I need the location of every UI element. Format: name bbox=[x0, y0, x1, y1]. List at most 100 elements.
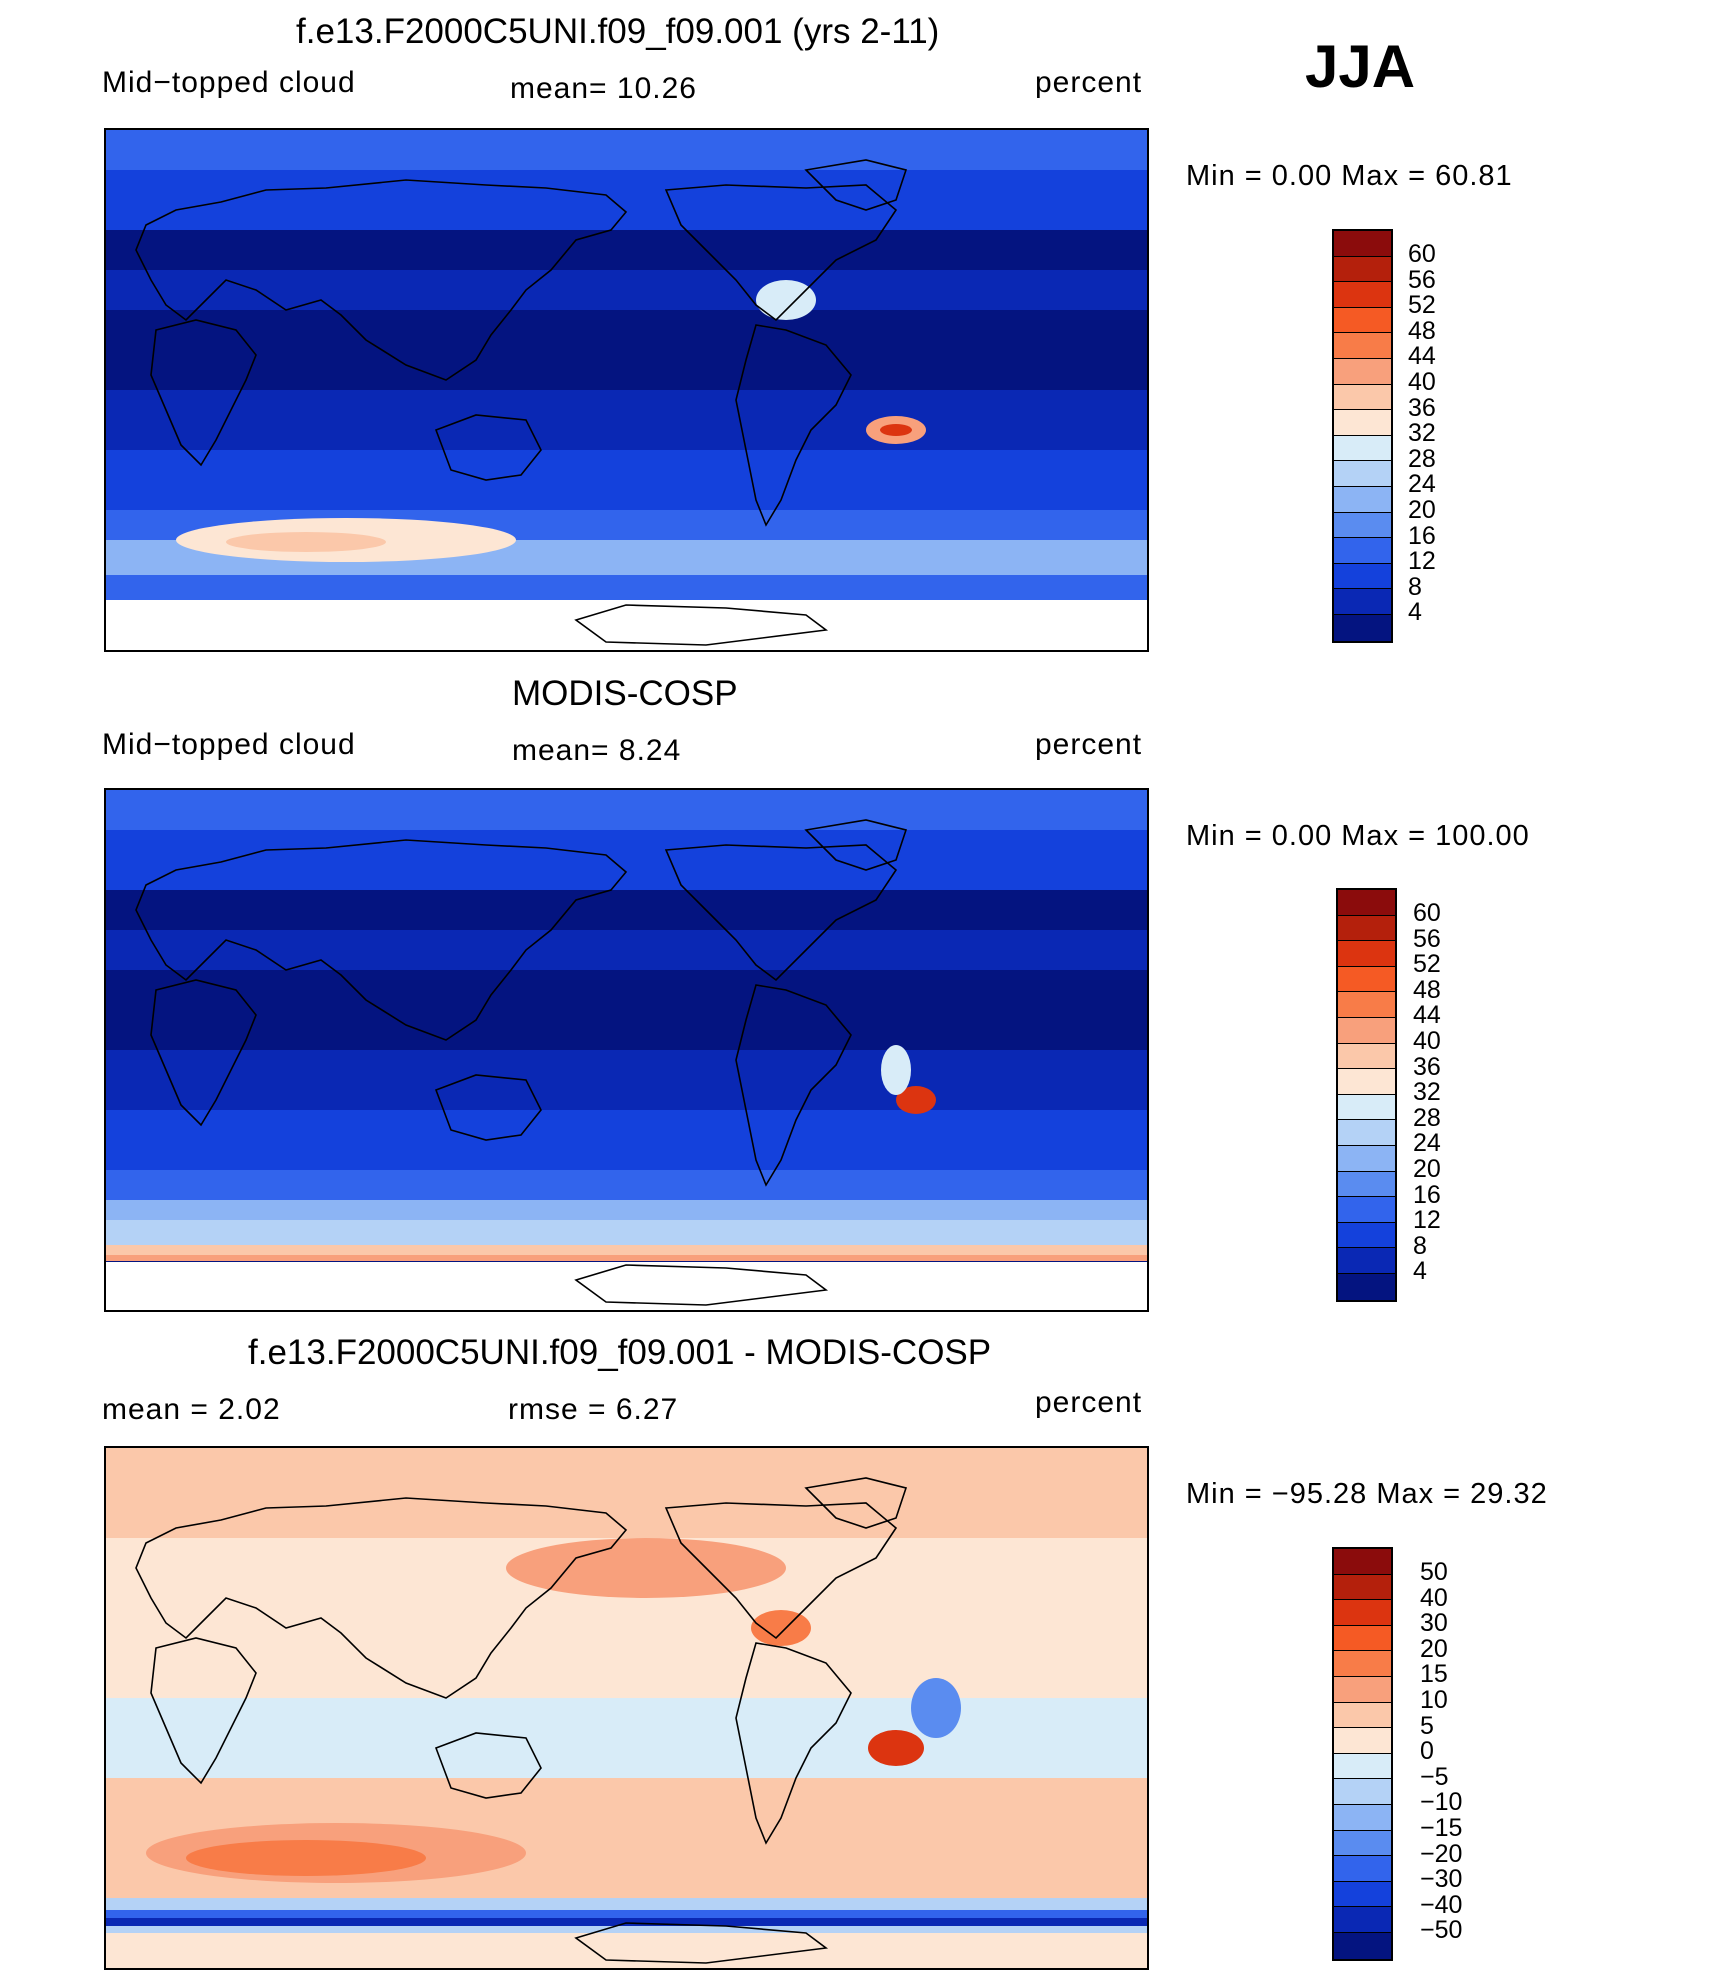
panel-2-minmax: Min = 0.00 Max = 100.00 bbox=[1186, 820, 1530, 852]
colorbar-swatch bbox=[1334, 1549, 1391, 1575]
colorbar-swatch bbox=[1334, 589, 1391, 615]
colorbar-swatch bbox=[1338, 1248, 1395, 1274]
colorbar-tick-label: 52 bbox=[1408, 291, 1436, 320]
panel-1-colorbar bbox=[1332, 229, 1393, 643]
colorbar-tick-label: −20 bbox=[1420, 1839, 1463, 1868]
colorbar-tick-label: 60 bbox=[1408, 240, 1436, 268]
colorbar-swatch bbox=[1334, 1600, 1391, 1626]
colorbar-swatch bbox=[1338, 1069, 1395, 1095]
colorbar-swatch bbox=[1338, 1171, 1395, 1198]
colorbar-tick-label: 40 bbox=[1420, 1583, 1448, 1612]
colorbar-tick-label: 10 bbox=[1420, 1685, 1448, 1714]
panel-2-colorbar bbox=[1336, 888, 1397, 1302]
colorbar-swatch bbox=[1338, 1222, 1395, 1249]
panel-1-colorbar-labels: 60 56 52 48 44 40 36 32 28 24 20 16 12 8 4 bbox=[1408, 240, 1436, 627]
colorbar-tick-label: −30 bbox=[1420, 1865, 1463, 1894]
colorbar-swatch bbox=[1334, 614, 1391, 641]
colorbar-swatch bbox=[1338, 890, 1395, 916]
colorbar-swatch bbox=[1338, 1017, 1395, 1044]
panel-2-units-label: percent bbox=[1035, 728, 1143, 761]
colorbar-swatch bbox=[1334, 1881, 1391, 1908]
colorbar-tick-label: 16 bbox=[1413, 1180, 1441, 1209]
colorbar-swatch bbox=[1338, 992, 1395, 1018]
colorbar-tick-label: 15 bbox=[1420, 1660, 1448, 1689]
colorbar-swatch bbox=[1338, 1043, 1395, 1070]
colorbar-tick-label: 44 bbox=[1408, 342, 1436, 371]
panel-3-rmse-label: rmse = 6.27 bbox=[508, 1393, 679, 1426]
colorbar-tick-label: 56 bbox=[1413, 924, 1441, 953]
panel-3-colorbar-labels: 50 40 30 20 15 10 5 0 −5 −10 −15 −20 −30 −40 −50 bbox=[1420, 1558, 1463, 1945]
colorbar-swatch bbox=[1334, 231, 1391, 257]
colorbar-tick-label: 4 bbox=[1408, 598, 1422, 627]
colorbar-swatch bbox=[1334, 1856, 1391, 1882]
colorbar-swatch bbox=[1334, 1625, 1391, 1652]
panel-2-mean-label: mean= 8.24 bbox=[512, 734, 682, 767]
colorbar-tick-label: 20 bbox=[1408, 495, 1436, 524]
colorbar-tick-label: 50 bbox=[1420, 1558, 1448, 1586]
colorbar-swatch bbox=[1334, 1651, 1391, 1677]
colorbar-tick-label: −50 bbox=[1420, 1916, 1463, 1945]
colorbar-swatch bbox=[1338, 915, 1395, 942]
colorbar-tick-label: 16 bbox=[1408, 521, 1436, 550]
colorbar-tick-label: 56 bbox=[1408, 265, 1436, 294]
colorbar-tick-label: 24 bbox=[1408, 470, 1436, 499]
colorbar-swatch bbox=[1334, 358, 1391, 385]
panel-2-title: MODIS-COSP bbox=[512, 674, 738, 713]
colorbar-tick-label: −15 bbox=[1420, 1813, 1463, 1842]
colorbar-swatch bbox=[1338, 1273, 1395, 1300]
panel-1-mean-label: mean= 10.26 bbox=[510, 72, 697, 105]
colorbar-swatch bbox=[1338, 1094, 1395, 1121]
colorbar-tick-label: 28 bbox=[1413, 1103, 1441, 1132]
colorbar-swatch bbox=[1334, 1753, 1391, 1780]
panel-1-variable-label: Mid−topped cloud bbox=[102, 66, 356, 99]
colorbar-swatch bbox=[1338, 1120, 1395, 1146]
colorbar-tick-label: 48 bbox=[1413, 975, 1441, 1004]
colorbar-tick-label: 32 bbox=[1413, 1078, 1441, 1107]
panel-2-variable-label: Mid−topped cloud bbox=[102, 728, 356, 761]
colorbar-tick-label: 32 bbox=[1408, 419, 1436, 448]
colorbar-swatch bbox=[1334, 1804, 1391, 1831]
colorbar-tick-label: 36 bbox=[1408, 393, 1436, 422]
panel-3-colorbar bbox=[1332, 1547, 1393, 1961]
colorbar-tick-label: 20 bbox=[1420, 1634, 1448, 1663]
colorbar-tick-label: 44 bbox=[1413, 1001, 1441, 1030]
colorbar-swatch bbox=[1338, 1145, 1395, 1172]
colorbar-tick-label: −40 bbox=[1420, 1890, 1463, 1919]
colorbar-tick-label: 4 bbox=[1413, 1257, 1427, 1286]
colorbar-swatch bbox=[1334, 1574, 1391, 1601]
colorbar-tick-label: 52 bbox=[1413, 950, 1441, 979]
colorbar-tick-label: 30 bbox=[1420, 1609, 1448, 1638]
colorbar-tick-label: 28 bbox=[1408, 444, 1436, 473]
panel-3-units-label: percent bbox=[1035, 1386, 1143, 1419]
panel-3-minmax: Min = −95.28 Max = 29.32 bbox=[1186, 1478, 1548, 1510]
colorbar-swatch bbox=[1334, 307, 1391, 334]
colorbar-tick-label: 8 bbox=[1413, 1231, 1427, 1260]
colorbar-swatch bbox=[1334, 1676, 1391, 1703]
colorbar-swatch bbox=[1334, 384, 1391, 411]
colorbar-swatch bbox=[1334, 1932, 1391, 1959]
colorbar-swatch bbox=[1334, 512, 1391, 539]
colorbar-tick-label: 12 bbox=[1408, 547, 1436, 576]
colorbar-swatch bbox=[1338, 941, 1395, 967]
colorbar-tick-label: 48 bbox=[1408, 316, 1436, 345]
colorbar-swatch bbox=[1334, 538, 1391, 564]
colorbar-tick-label: 8 bbox=[1408, 572, 1422, 601]
panel-3-map bbox=[104, 1446, 1149, 1970]
colorbar-tick-label: 60 bbox=[1413, 899, 1441, 927]
panel-1-map bbox=[104, 128, 1149, 652]
colorbar-swatch bbox=[1334, 282, 1391, 308]
colorbar-swatch bbox=[1338, 1197, 1395, 1223]
colorbar-swatch bbox=[1334, 563, 1391, 590]
colorbar-swatch bbox=[1334, 486, 1391, 513]
colorbar-swatch bbox=[1334, 1728, 1391, 1754]
colorbar-swatch bbox=[1334, 410, 1391, 436]
colorbar-tick-label: 5 bbox=[1420, 1711, 1434, 1740]
colorbar-tick-label: 12 bbox=[1413, 1206, 1441, 1235]
season-label: JJA bbox=[1305, 33, 1416, 100]
colorbar-swatch bbox=[1334, 1830, 1391, 1857]
colorbar-swatch bbox=[1334, 1907, 1391, 1933]
colorbar-tick-label: 0 bbox=[1420, 1737, 1434, 1766]
colorbar-swatch bbox=[1334, 461, 1391, 487]
panel-2-colorbar-labels: 60 56 52 48 44 40 36 32 28 24 20 16 12 8 4 bbox=[1413, 899, 1441, 1286]
panel-1-title: f.e13.F2000C5UNI.f09_f09.001 (yrs 2-11) bbox=[296, 12, 940, 51]
